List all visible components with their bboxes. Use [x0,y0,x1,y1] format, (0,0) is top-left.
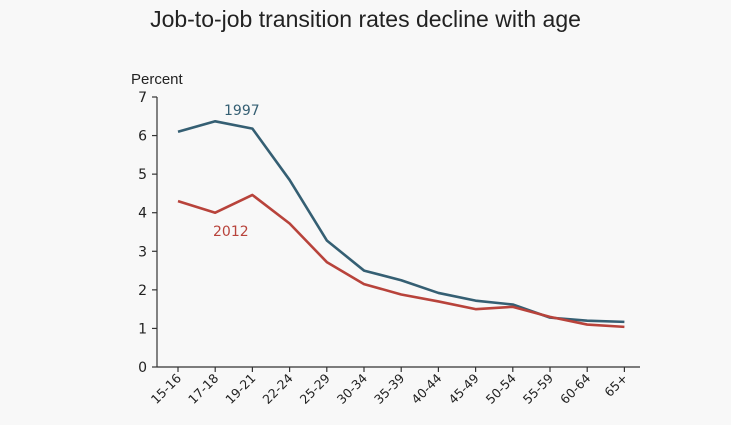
y-axis-title: Percent [131,71,184,88]
x-tick-label: 22-24 [259,370,295,406]
x-tick-label: 50-54 [483,370,519,406]
y-tick-label: 6 [138,129,147,145]
x-tick-label: 17-18 [185,370,221,406]
x-tick-label: 35-39 [371,370,407,406]
x-tick-label: 65+ [601,371,630,400]
x-tick-label: 60-64 [557,370,593,406]
x-axis-ticks: 15-16 17-18 19-21 22-24 25-29 30-34 35-39 40-44… [148,367,631,407]
x-tick-label: 55-59 [520,370,556,406]
x-tick-label: 19-21 [222,371,258,407]
y-tick-label: 1 [138,321,147,337]
x-tick-label: 40-44 [408,370,444,406]
x-tick-label: 25-29 [297,370,333,406]
series-label-2012: 2012 [213,224,249,240]
series-label-1997: 1997 [224,103,260,119]
x-tick-label: 45-49 [445,370,481,406]
y-tick-label: 2 [138,283,147,299]
series-lines [177,120,625,329]
y-tick-label: 3 [138,244,147,260]
y-tick-label: 4 [138,206,147,222]
y-tick-label: 5 [138,167,147,183]
series-line-1997 [177,120,625,324]
y-axis-ticks: 0 1 2 3 4 5 6 7 [138,90,157,376]
y-tick-label: 7 [138,90,147,106]
chart-title: Job-to-job transition rates decline with… [150,6,581,32]
x-tick-label: 15-16 [148,370,184,406]
y-tick-label: 0 [138,360,147,376]
x-tick-label: 30-34 [334,370,370,406]
series-line-2012 [177,193,625,329]
series-labels: 1997 2012 [213,103,260,240]
